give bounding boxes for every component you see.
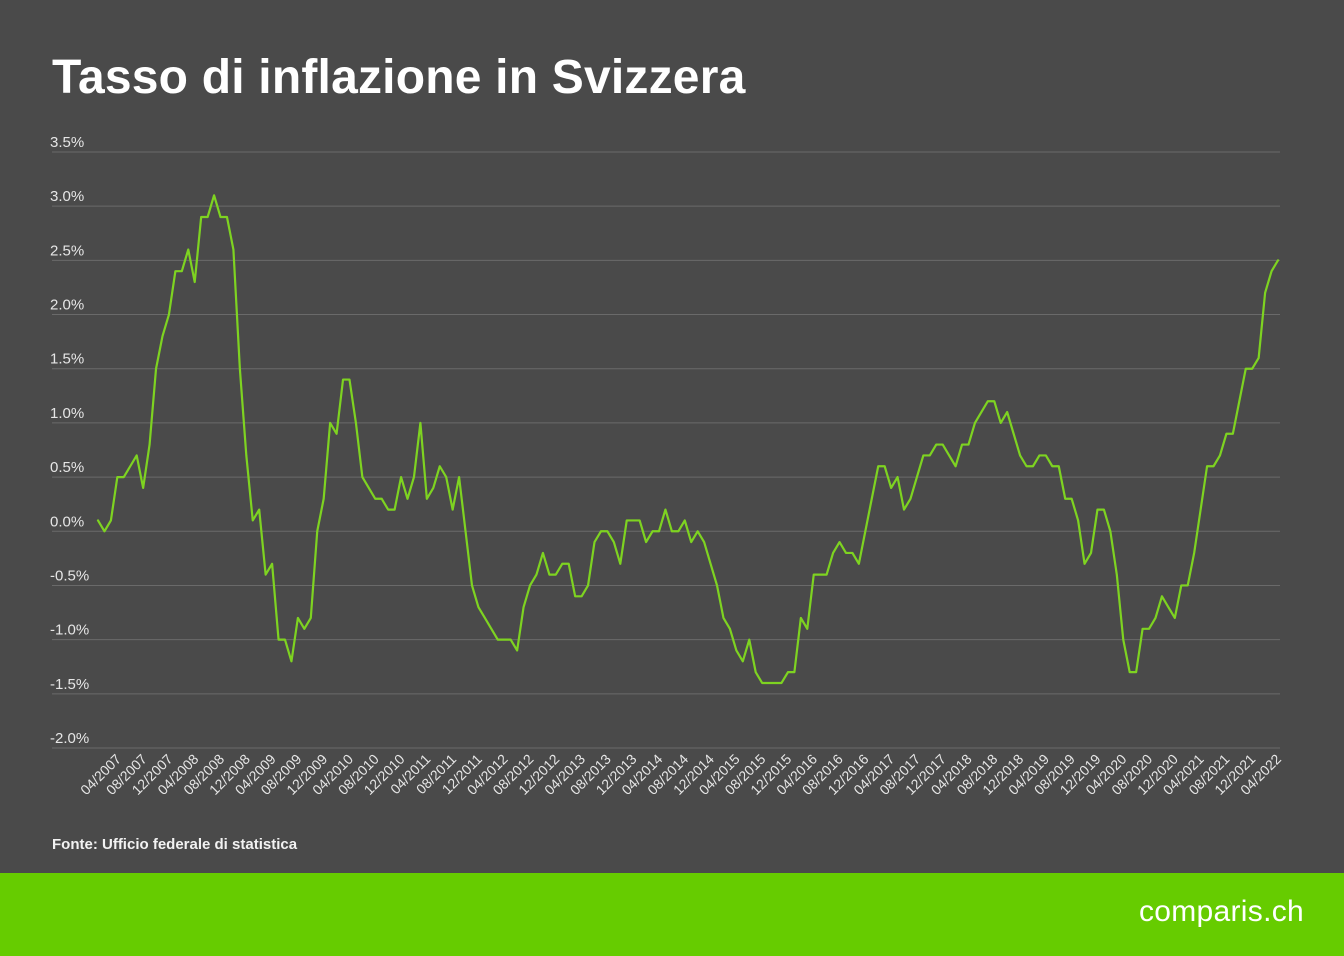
grid: [52, 151, 1280, 749]
y-tick-label: 3.0%: [50, 188, 84, 205]
y-tick-label: 1.0%: [50, 405, 84, 422]
line-chart: 3.5% 3.0% 2.5% 2.0% 1.5% 1.0% 0.5% 0.0% -0.5% -1.…: [50, 134, 1284, 798]
inflation-line: [96, 194, 1280, 685]
y-tick-label: 1.5%: [50, 351, 84, 368]
y-tick-label: -2.0%: [50, 730, 89, 747]
y-tick-label: -1.0%: [50, 622, 89, 639]
y-tick-label: 0.5%: [50, 459, 84, 476]
x-axis-ticks: 04/200708/200712/200704/200808/200812/20…: [77, 751, 1284, 798]
y-tick-label: -1.5%: [50, 676, 89, 693]
footer-bar: comparis.ch: [0, 873, 1344, 956]
y-tick-label: 0.0%: [50, 513, 84, 530]
brand-logo: comparis.ch: [1138, 895, 1304, 928]
chart-title: Tasso di inflazione in Svizzera: [52, 51, 746, 104]
source-note: Fonte: Ufficio federale di statistica: [52, 836, 298, 853]
y-tick-label: 2.0%: [50, 297, 84, 314]
y-tick-label: 3.5%: [50, 134, 84, 151]
y-tick-label: -0.5%: [50, 567, 89, 584]
y-tick-label: 2.5%: [50, 242, 84, 259]
y-axis-ticks: 3.5% 3.0% 2.5% 2.0% 1.5% 1.0% 0.5% 0.0% -0.5% -1.…: [50, 134, 89, 747]
